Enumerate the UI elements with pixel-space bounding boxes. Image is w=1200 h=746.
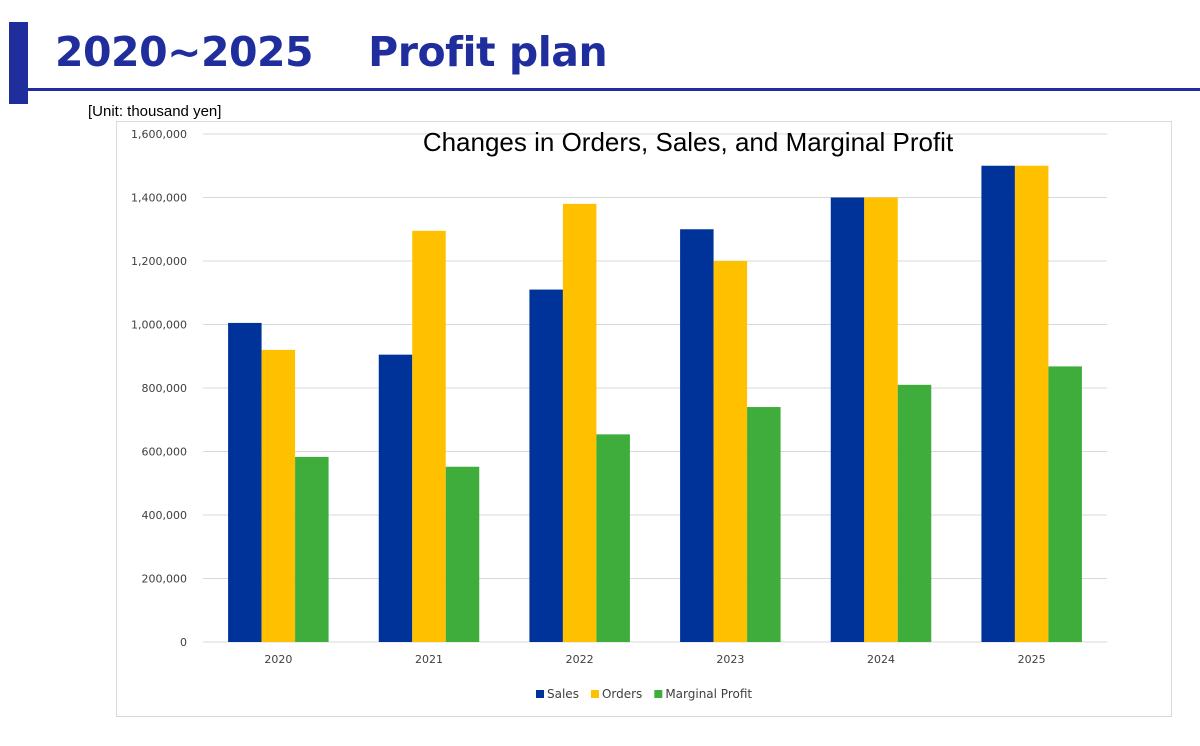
legend-swatch-sales [536,690,544,698]
bar-orders-2020 [261,349,296,642]
bar-marginal-profit-2025 [1048,366,1082,642]
x-tick-label: 2021 [415,653,443,666]
y-tick-label: 1,000,000 [131,319,187,332]
x-tick-label: 2024 [867,653,895,666]
y-tick-label: 0 [180,636,187,649]
y-tick-label: 1,400,000 [131,192,187,205]
bar-sales-2024 [830,197,865,642]
bar-marginal-profit-2021 [445,466,480,642]
y-tick-label: 200,000 [142,573,188,586]
page-title: 2020~2025 Profit plan [55,28,608,76]
bar-sales-2025 [981,165,1015,642]
y-tick-label: 800,000 [142,382,188,395]
legend-label-marginal-profit: Marginal Profit [665,687,752,701]
bar-sales-2020 [228,322,262,642]
legend-label-orders: Orders [602,687,642,701]
legend-swatch-orders [590,690,599,698]
x-tick-label: 2022 [566,653,594,666]
title-accent-bar [9,22,28,104]
x-tick-label: 2025 [1018,653,1046,666]
bar-marginal-profit-2022 [596,434,630,642]
legend-swatch-marginal-profit [654,690,663,698]
x-tick-label: 2023 [716,653,744,666]
y-tick-label: 1,600,000 [131,128,187,141]
y-tick-label: 400,000 [142,509,188,522]
bar-orders-2022 [562,203,597,642]
bar-orders-2024 [864,197,898,642]
bar-marginal-profit-2020 [295,456,329,642]
unit-note: [Unit: thousand yen] [88,103,222,120]
legend-label-sales: Sales [547,687,579,701]
bar-orders-2025 [1014,165,1049,642]
bar-sales-2022 [529,289,563,642]
title-underline [9,88,1200,91]
bar-marginal-profit-2024 [897,384,932,642]
x-tick-label: 2020 [264,653,292,666]
bar-marginal-profit-2023 [747,407,781,642]
bar-sales-2021 [378,354,413,642]
chart-title: Changes in Orders, Sales, and Marginal P… [423,127,954,157]
y-tick-label: 1,200,000 [131,255,187,268]
bar-orders-2021 [412,230,446,642]
bar-orders-2023 [713,261,748,642]
bar-sales-2023 [680,229,714,642]
y-tick-label: 600,000 [142,446,188,459]
